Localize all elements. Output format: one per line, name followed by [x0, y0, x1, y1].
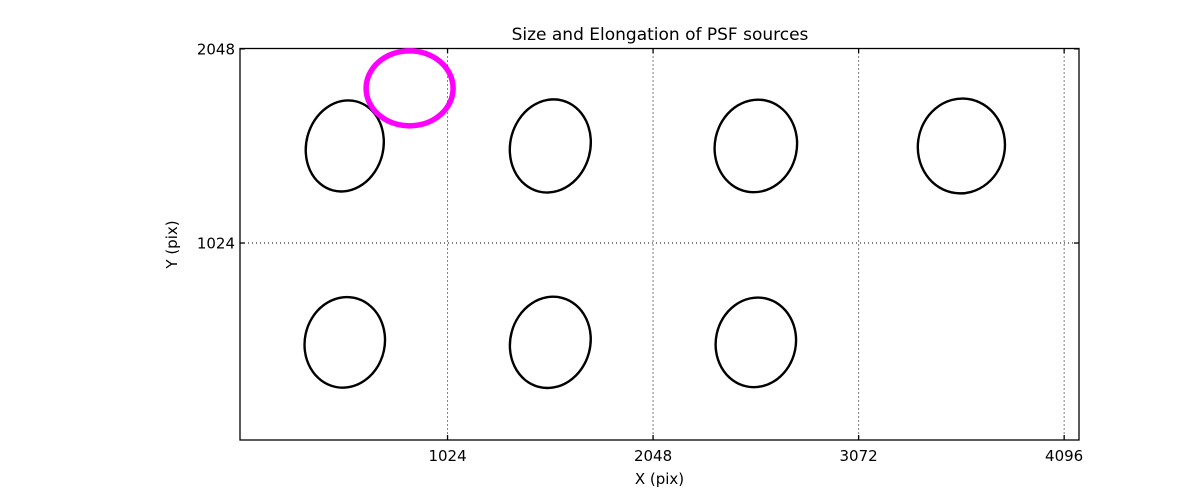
- psf-ellipses: [303, 48, 1007, 390]
- axis-ticks: [240, 48, 1079, 440]
- x-axis-label: X (pix): [635, 470, 684, 488]
- y-tick-label: 1024: [197, 235, 235, 253]
- y-axis-label: Y (pix): [163, 220, 181, 269]
- x-tick-label: 3072: [840, 447, 878, 465]
- psf-ellipse: [303, 295, 387, 389]
- psf-ellipse: [713, 98, 799, 194]
- chart-title: Size and Elongation of PSF sources: [512, 25, 809, 45]
- highlighted-psf-ellipse: [363, 48, 456, 129]
- tick-labels: 1024 2048 3072 4096 1024 2048: [197, 40, 1083, 465]
- plot-border: [239, 47, 1080, 441]
- x-tick-label: 2048: [634, 447, 672, 465]
- psf-ellipse: [508, 98, 593, 194]
- psf-ellipse: [304, 99, 386, 193]
- psf-ellipse: [508, 295, 592, 390]
- y-tick-label: 2048: [197, 40, 235, 58]
- gridlines: [240, 48, 1079, 440]
- psf-ellipse: [916, 97, 1007, 195]
- plot-frame: [239, 47, 1080, 441]
- psf-ellipse: [714, 296, 798, 389]
- x-tick-label: 1024: [428, 447, 466, 465]
- x-tick-label: 4096: [1045, 447, 1083, 465]
